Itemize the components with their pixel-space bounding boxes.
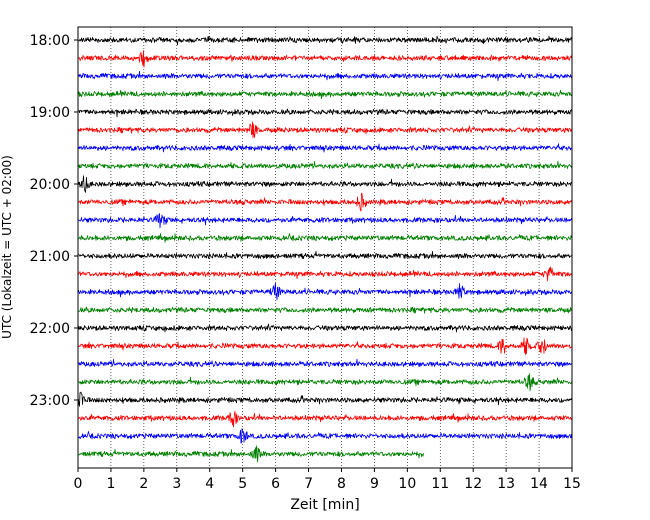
x-tick-label: 11 — [431, 476, 449, 492]
trace-row-2100 — [78, 250, 573, 260]
y-tick-label: 20:00 — [30, 177, 70, 193]
y-tick-label: 21:00 — [30, 249, 70, 265]
trace-row-2330 — [78, 428, 573, 444]
y-axis: 18:00 19:00 20:00 21:00 22:00 23:00 — [30, 33, 78, 409]
trace-row-1830 — [78, 71, 573, 81]
x-tick-label: 3 — [172, 476, 181, 492]
trace-row-2015 — [78, 192, 573, 212]
trace-row-2115 — [78, 266, 573, 282]
x-tick-label: 14 — [530, 476, 548, 492]
trace-row-2345 — [78, 445, 424, 463]
trace-row-2130 — [78, 282, 573, 301]
trace-row-1900 — [78, 108, 573, 118]
y-tick-label: 23:00 — [30, 393, 70, 409]
y-tick-label: 18:00 — [30, 33, 70, 49]
plot-frame — [77, 26, 573, 469]
x-tick-label: 4 — [205, 476, 214, 492]
x-tick-label: 12 — [464, 476, 482, 492]
x-axis: 0 1 2 3 4 5 6 7 8 9 10 11 12 13 14 15 — [74, 468, 581, 492]
trace-row-1800 — [78, 35, 573, 46]
x-tick-label: 9 — [370, 476, 379, 492]
x-tick-label: 6 — [271, 476, 280, 492]
x-tick-label: 1 — [106, 476, 115, 492]
trace-row-2300 — [78, 391, 573, 407]
x-tick-label: 13 — [497, 476, 515, 492]
trace-row-2245 — [78, 373, 573, 392]
x-tick-label: 15 — [563, 476, 581, 492]
x-axis-label: Zeit [min] — [290, 497, 359, 513]
x-tick-label: 0 — [74, 476, 83, 492]
x-tick-label: 7 — [304, 476, 313, 492]
trace-group — [78, 35, 573, 463]
x-tick-label: 2 — [139, 476, 148, 492]
trace-row-2030 — [78, 213, 573, 229]
trace-row-2230 — [78, 358, 573, 368]
x-tick-label: 5 — [238, 476, 247, 492]
trace-row-1845 — [78, 89, 573, 100]
trace-row-2215 — [78, 337, 573, 355]
trace-row-1945 — [78, 160, 573, 170]
y-tick-label: 19:00 — [30, 105, 70, 121]
trace-row-2145 — [78, 306, 573, 314]
trace-row-1930 — [78, 143, 572, 153]
trace-row-2000 — [78, 175, 573, 193]
trace-row-1815 — [78, 50, 573, 68]
trace-row-1915 — [78, 121, 573, 139]
x-tick-label: 8 — [337, 476, 346, 492]
y-axis-label: UTC (Lokalzeit = UTC + 02:00) — [0, 155, 14, 339]
y-tick-label: 22:00 — [30, 321, 70, 337]
x-tick-label: 10 — [398, 476, 416, 492]
trace-row-2200 — [78, 323, 573, 333]
trace-row-2045 — [78, 233, 573, 243]
trace-row-2315 — [78, 410, 573, 428]
